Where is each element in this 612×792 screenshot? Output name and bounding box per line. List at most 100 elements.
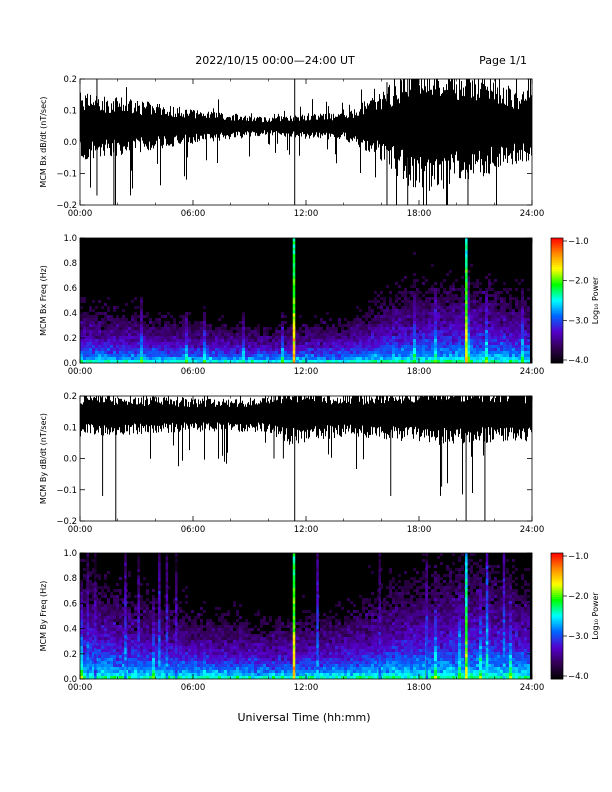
spectrogram-cell	[167, 354, 170, 357]
spectrogram-cell	[461, 288, 464, 291]
spectrogram-cell	[458, 339, 461, 342]
spectrogram-cell	[131, 360, 134, 363]
spectrogram-cell	[107, 345, 110, 348]
spectrogram-cell	[299, 646, 302, 649]
spectrogram-cell	[119, 622, 122, 625]
spectrogram-cell	[119, 670, 122, 673]
spectrogram-cell	[344, 616, 347, 619]
spectrogram-cell	[113, 646, 116, 649]
spectrogram-cell	[521, 312, 524, 315]
spectrogram-cell	[164, 324, 167, 327]
spectrogram-cell	[173, 649, 176, 652]
spectrogram-cell	[434, 306, 437, 309]
spectrogram-cell	[212, 354, 215, 357]
spectrogram-cell	[470, 360, 473, 363]
spectrogram-cell	[380, 309, 383, 312]
spectrogram-cell	[290, 676, 293, 679]
spectrogram-cell	[257, 613, 260, 616]
spectrogram-cell	[107, 598, 110, 601]
spectrogram-cell	[149, 646, 152, 649]
spectrogram-cell	[404, 351, 407, 354]
spectrogram-cell	[356, 357, 359, 360]
spectrogram-cell	[425, 291, 428, 294]
spectrogram-cell	[161, 637, 164, 640]
spectrogram-cell	[218, 351, 221, 354]
spectrogram-cell	[158, 339, 161, 342]
spectrogram-cell	[482, 303, 485, 306]
spectrogram-cell	[374, 339, 377, 342]
spectrogram-cell	[203, 342, 206, 345]
spectrogram-cell	[233, 360, 236, 363]
spectrogram-cell	[233, 664, 236, 667]
spectrogram-cell	[497, 318, 500, 321]
spectrogram-cell	[170, 357, 173, 360]
spectrogram-cell	[296, 330, 299, 333]
spectrogram-cell	[290, 628, 293, 631]
spectral-line	[292, 322, 296, 326]
spectrogram-cell	[149, 351, 152, 354]
spectrogram-cell	[440, 348, 443, 351]
spectrogram-cell	[395, 348, 398, 351]
spectrogram-cell	[410, 336, 413, 339]
spectrogram-cell	[254, 661, 257, 664]
spectrogram-cell	[86, 339, 89, 342]
spectrogram-cell	[380, 297, 383, 300]
spectrogram-cell	[500, 339, 503, 342]
spectrogram-cell	[329, 619, 332, 622]
spectrogram-cell	[110, 595, 113, 598]
spectrogram-cell	[221, 327, 224, 330]
spectrogram-cell	[152, 339, 155, 342]
spectrogram-cell	[92, 607, 95, 610]
spectrogram-cell	[467, 333, 470, 336]
spectrogram-cell	[365, 360, 368, 363]
spectrogram-cell	[455, 279, 458, 282]
spectrogram-cell	[470, 315, 473, 318]
colorbar-swatch	[551, 260, 563, 264]
spectrogram-cell	[296, 345, 299, 348]
spectrogram-cell	[173, 610, 176, 613]
spectrogram-cell	[80, 604, 83, 607]
spectrogram-cell	[161, 673, 164, 676]
spectrogram-cell	[515, 354, 518, 357]
spectrogram-cell	[326, 312, 329, 315]
spectrogram-cell	[83, 312, 86, 315]
spectrogram-cell	[302, 625, 305, 628]
spectrogram-cell	[212, 661, 215, 664]
spectrogram-cell	[416, 360, 419, 363]
spectrogram-cell	[185, 646, 188, 649]
spectral-line	[465, 359, 468, 364]
spectrogram-cell	[128, 631, 131, 634]
spectrogram-cell	[239, 646, 242, 649]
spectrogram-cell	[410, 357, 413, 360]
spectrogram-cell	[200, 321, 203, 324]
spectrogram-cell	[236, 354, 239, 357]
spectrogram-cell	[212, 640, 215, 643]
spectrogram-cell	[101, 595, 104, 598]
spectrogram-cell	[107, 619, 110, 622]
spectrogram-cell	[413, 351, 416, 354]
spectrogram-cell	[266, 348, 269, 351]
spectrogram-cell	[371, 312, 374, 315]
spectrogram-cell	[428, 324, 431, 327]
spectrogram-cell	[170, 619, 173, 622]
spectrogram-cell	[467, 357, 470, 360]
spectrogram-cell	[476, 291, 479, 294]
spectrogram-cell	[416, 321, 419, 324]
spectrogram-cell	[278, 661, 281, 664]
spectrogram-cell	[404, 360, 407, 363]
spectrogram-cell	[251, 330, 254, 333]
spectrogram-cell	[152, 628, 155, 631]
spectrogram-cell	[209, 348, 212, 351]
spectrogram-cell	[89, 589, 92, 592]
spectrogram-cell	[461, 309, 464, 312]
spectrogram-cell	[197, 664, 200, 667]
spectrogram-cell	[311, 360, 314, 363]
spectrogram-cell	[401, 291, 404, 294]
spectrogram-cell	[101, 345, 104, 348]
spectrogram-cell	[221, 348, 224, 351]
spectrogram-cell	[452, 285, 455, 288]
spectrogram-cell	[368, 345, 371, 348]
spectrogram-cell	[155, 637, 158, 640]
spectrogram-cell	[101, 357, 104, 360]
spectrogram-cell	[95, 312, 98, 315]
